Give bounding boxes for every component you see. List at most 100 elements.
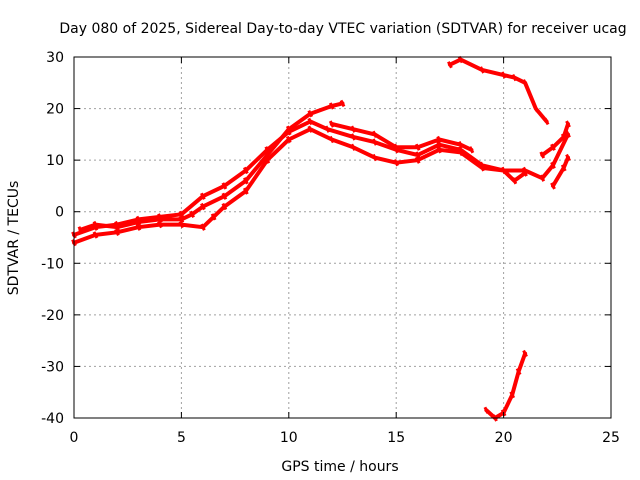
data-point [339,99,346,108]
data-point [350,125,357,133]
series-line-track-e [447,57,549,124]
y-tick-label: 20 [46,102,64,118]
data-point [457,148,464,157]
data-point [92,231,99,239]
data-point [436,141,443,149]
data-point [509,391,516,399]
data-point [550,161,556,169]
y-tick-label: -40 [41,411,64,427]
data-point [350,143,357,151]
data-point [157,220,163,229]
data-point [457,141,464,149]
data-point [328,120,335,128]
data-point [500,166,507,175]
y-axis-title: SDTVAR / TECUs [6,181,22,296]
data-point [135,223,142,231]
x-tick-label: 10 [280,430,298,446]
data-point [565,153,571,162]
data-point [135,218,142,226]
data-point [479,66,485,74]
y-tick-label: -20 [41,308,64,324]
data-point [221,182,228,190]
data-point [200,192,206,200]
tick-layer [73,56,612,419]
data-point [189,210,195,218]
data-point [468,146,475,154]
data-point [479,164,485,172]
data-point [307,125,314,133]
data-point [324,125,331,133]
series-line-track-d [329,122,474,152]
data-point [350,133,357,141]
data-point [560,164,567,172]
series-line-track-g [540,122,570,157]
y-tick-label: 30 [46,50,64,66]
x-tick-label: 5 [177,430,186,446]
data-point [414,143,421,151]
data-point [307,117,314,126]
data-point [511,73,518,82]
series-layer [71,55,571,422]
data-point [242,187,249,195]
data-point [522,169,528,177]
data-point [414,156,421,164]
data-point [522,349,528,358]
plot-frame [73,56,612,419]
data-point [565,120,571,128]
data-point [242,177,249,185]
data-point [393,159,400,167]
data-point [77,226,84,234]
data-point [285,135,292,144]
data-point [539,151,546,159]
data-point [114,228,120,237]
data-point [515,367,522,376]
data-point [200,202,206,211]
data-point [221,202,228,211]
data-point [200,223,206,231]
data-point [522,79,528,87]
y-tick-label: -30 [41,359,64,375]
data-point [436,146,443,154]
data-point [532,104,539,113]
data-point [414,151,421,159]
data-point [483,406,490,414]
data-point [328,135,335,144]
x-tick-label: 20 [495,430,513,446]
data-point [328,102,335,110]
data-point [178,220,185,229]
data-point [178,210,185,218]
data-point [500,71,507,79]
x-axis-title: GPS time / hours [281,459,398,475]
label-layer: 0 5 10 15 20 25 -40 -30 -20 -10 0 10 20 30 [41,50,620,446]
data-point [307,110,314,118]
data-point [436,135,443,144]
data-point [210,213,217,221]
data-point [550,182,556,190]
data-point [264,151,271,159]
grid-layer [74,57,611,418]
data-point [447,61,453,69]
data-point [221,192,228,200]
data-point [242,166,249,175]
data-point [371,130,378,139]
y-tick-label: -10 [41,256,64,272]
y-tick-label: 10 [46,153,64,169]
data-point [178,215,185,224]
x-tick-label: 15 [387,430,405,446]
series-line-track-b [72,127,528,245]
data-point [539,174,546,182]
data-point [92,220,99,229]
data-point [371,138,378,146]
data-point [560,133,567,141]
data-point [114,223,120,231]
data-point [457,55,464,64]
chart-title: Day 080 of 2025, Sidereal Day-to-day VTE… [59,21,626,37]
data-point [285,125,292,133]
data-point [393,143,400,151]
data-point [543,117,550,126]
data-point [550,143,556,151]
data-point [371,153,378,162]
x-tick-label: 25 [602,430,620,446]
